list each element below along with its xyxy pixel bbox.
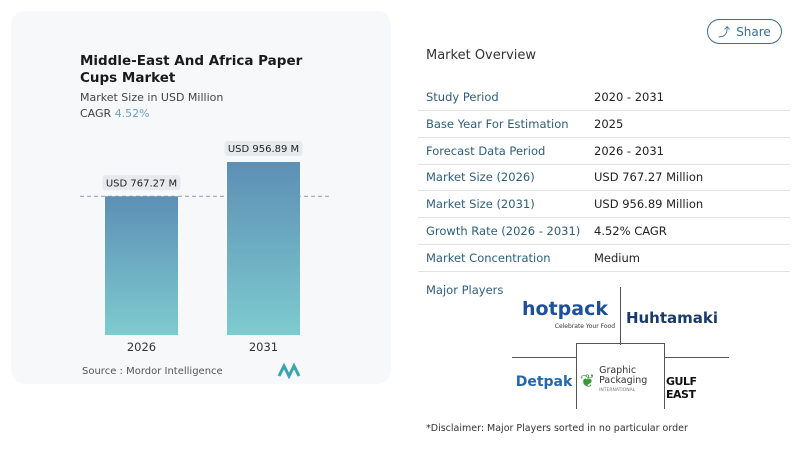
cagr: CAGR 4.52% [80,107,150,120]
bar-chart: USD 767.27 M 2026 USD 956.89 M 2031 [80,141,330,354]
data-label: USD 767.27 M [106,178,177,189]
major-players-title: Major Players [426,283,504,297]
overview-row: Market Concentration Medium [418,245,790,272]
row-label: Market Size (2031) [426,197,535,212]
source: Source : Mordor Intelligence [82,366,223,377]
huhtamaki-logo: Huhtamaki [625,309,719,327]
bar-2031 [227,162,300,335]
overview-row: Base Year For Estimation 2025 [418,111,790,138]
cagr-label: CAGR [80,107,112,120]
row-value: 4.52% CAGR [594,224,667,238]
row-value: USD 767.27 Million [594,170,704,185]
row-label: Forecast Data Period [426,143,546,158]
chart-title: Middle-East And Africa Paper Cups Market [80,53,303,86]
chart-card [11,11,391,384]
graphic-packaging-logo: ❦ Graphic Packaging INTERNATIONAL [580,365,648,394]
disclaimer: *Disclaimer: Major Players sorted in no … [426,423,688,434]
row-label: Study Period [426,90,499,104]
overview-row: Forecast Data Period 2026 - 2031 [418,138,790,165]
hotpack-logo: hotpack Celebrate Your Food [522,298,615,331]
share-icon: ⤴ [718,25,731,39]
overview-row: Study Period 2020 - 2031 [418,84,790,111]
row-label: Base Year For Estimation [426,116,569,131]
row-value: Medium [594,250,640,265]
data-label-bg [102,175,181,191]
chart-subtitle: Market Size in USD Million [80,91,224,104]
row-label: Growth Rate (2026 - 2031) [426,224,581,238]
overview-row: Market Size (2026) USD 767.27 Million [418,164,790,192]
bar-2026 [105,196,178,335]
row-value: USD 956.89 Million [594,197,704,212]
overview-row: Market Size (2031) USD 956.89 Million [418,191,790,219]
overview-title: Market Overview [426,48,537,63]
data-label: USD 956.89 M [228,144,299,155]
row-value: 2025 [594,116,624,131]
share-label: Share [736,24,771,39]
cagr-value: 4.52% [114,107,150,120]
x-tick-label: 2026 [127,340,156,354]
row-label: Market Size (2026) [426,170,535,185]
gulf-east-logo: GULF EAST [666,375,697,401]
data-label-bg [224,141,303,156]
share-button[interactable]: ⤴ Share [707,19,782,44]
x-tick-label: 2031 [249,340,278,354]
row-label: Market Concentration [426,250,551,265]
row-value: 2026 - 2031 [594,143,664,158]
row-value: 2020 - 2031 [594,90,664,104]
detpak-logo: Detpak [515,374,573,390]
overview-row: Growth Rate (2026 - 2031) 4.52% CAGR [418,218,790,245]
